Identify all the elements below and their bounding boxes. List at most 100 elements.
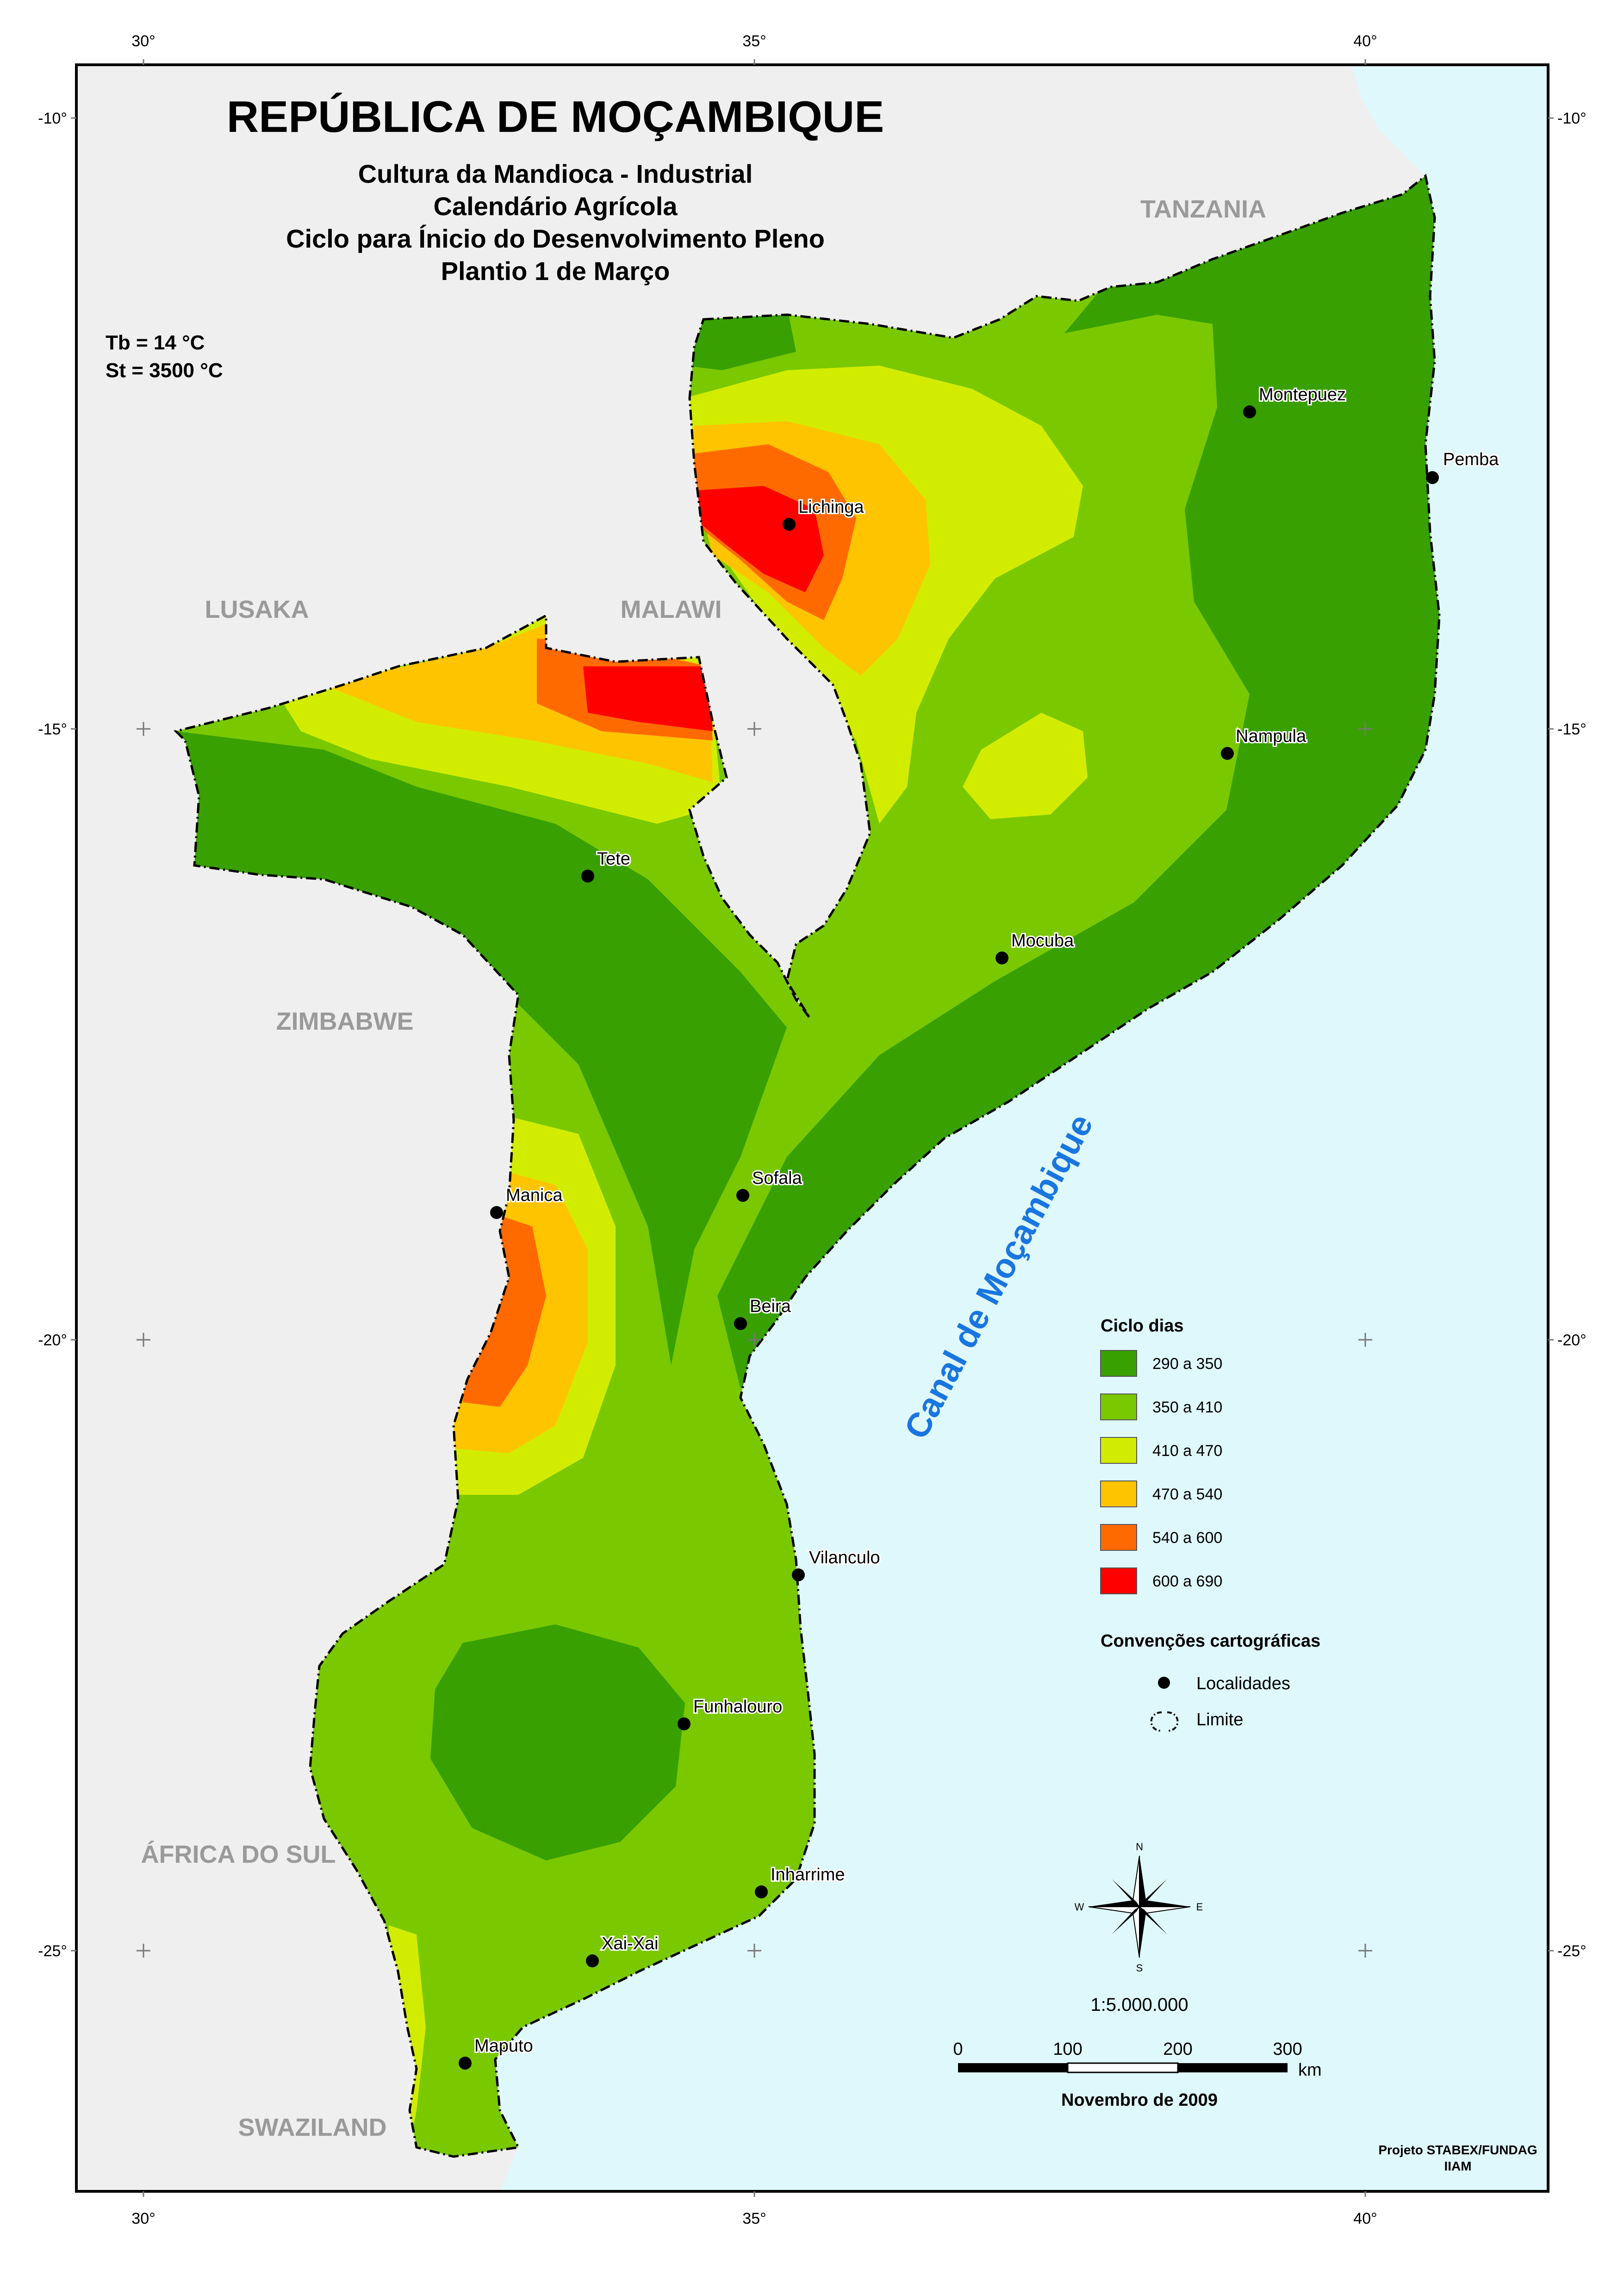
svg-text:W: W	[1075, 1901, 1084, 1913]
legend-label: 350 a 410	[1152, 1399, 1222, 1416]
svg-text:E: E	[1196, 1901, 1203, 1913]
scale-tick-label: 300	[1273, 2040, 1302, 2059]
place-sofala: Sofala	[736, 1167, 804, 1202]
svg-text:Nampula: Nampula	[1236, 727, 1307, 746]
place-funhalouro: Funhalouro	[678, 1696, 784, 1730]
sea	[495, 65, 1548, 2191]
place-mocuba: Mocuba	[996, 930, 1076, 964]
zone-600-690-tete	[583, 666, 713, 731]
map-frame	[75, 63, 1549, 2193]
svg-text:Inharrime: Inharrime	[771, 1865, 845, 1885]
scale-segment	[1067, 2062, 1179, 2073]
legend-label: 600 a 690	[1152, 1573, 1222, 1590]
lat-tick-left: -15°	[38, 721, 67, 738]
lat-tick-left: -25°	[38, 1942, 67, 1960]
scale-ratio: 1:5.000.000	[1090, 1995, 1188, 2015]
place-xai-xai: Xai-Xai	[586, 1933, 660, 1967]
legend-label: 410 a 470	[1152, 1442, 1222, 1460]
lon-tick-bottom: 30°	[131, 2210, 155, 2227]
legend-swatch	[1100, 1567, 1137, 1594]
map-title: REPÚBLICA DE MOÇAMBIQUE	[227, 92, 884, 142]
svg-text:S: S	[1136, 1962, 1143, 1974]
subtitle-line: Calendário Agrícola	[434, 192, 678, 221]
lat-tick-left: -10°	[38, 110, 67, 127]
svg-text:Xai-Xai: Xai-Xai	[602, 1934, 659, 1953]
legend-label: 540 a 600	[1152, 1529, 1222, 1547]
places: Montepuez Pemba Lichinga Nampula Tete Mo…	[459, 384, 1500, 2070]
tick-labels: 30° 35° 40° 30° 35° 40° -10° -15° -20° -…	[38, 32, 1587, 2227]
locality-symbol	[1158, 1677, 1170, 1689]
svg-text:N: N	[1136, 1841, 1143, 1853]
lat-tick-right: -20°	[1557, 1331, 1587, 1349]
lon-tick-bottom: 40°	[1353, 2210, 1377, 2227]
place-manica: Manica	[490, 1184, 564, 1219]
conventions-localidades: Localidades	[1196, 1674, 1290, 1693]
conventions-title: Convenções cartográficas	[1101, 1631, 1320, 1651]
compass-rose: N S W E	[1075, 1841, 1203, 1974]
scale-tick-label: 0	[953, 2040, 963, 2059]
scale-tick-label: 200	[1163, 2040, 1192, 2059]
legend-label: 290 a 350	[1152, 1355, 1222, 1373]
svg-text:Pemba: Pemba	[1443, 450, 1499, 469]
legend-title: Ciclo dias	[1101, 1316, 1184, 1336]
lat-tick-right: -25°	[1557, 1942, 1587, 1960]
legend-swatch	[1100, 1393, 1137, 1420]
country-label: TANZANIA	[1140, 195, 1266, 223]
zone-600-690-lichinga	[694, 486, 824, 592]
place-tete: Tete	[581, 848, 632, 883]
conventions-limite: Limite	[1196, 1710, 1243, 1729]
lat-tick-right: -10°	[1557, 110, 1587, 127]
svg-text:Vilanculo: Vilanculo	[809, 1548, 880, 1567]
lon-tick-bottom: 35°	[742, 2210, 766, 2227]
lon-tick-top: 35°	[742, 32, 766, 50]
country-label: SWAZILAND	[238, 2114, 387, 2141]
svg-text:Funhalouro: Funhalouro	[693, 1697, 782, 1717]
svg-text:Sofala: Sofala	[752, 1169, 803, 1188]
scale-segment	[958, 2063, 1068, 2072]
zone-410-470-blob	[963, 713, 1088, 819]
place-lichinga: Lichinga	[783, 496, 865, 531]
lat-tick-left: -20°	[38, 1331, 67, 1349]
zone-290-350-south	[430, 1624, 685, 1860]
legend-label: 470 a 540	[1152, 1486, 1222, 1503]
subtitle: Cultura da Mandioca - Industrial Calendá…	[286, 159, 825, 286]
parameters: Tb = 14 °C St = 3500 °C	[106, 331, 223, 382]
svg-text:Maputo: Maputo	[474, 2036, 533, 2056]
country-label: ÁFRICA DO SUL	[141, 1841, 336, 1868]
place-maputo: Maputo	[459, 2035, 535, 2070]
place-vilanculo: Vilanculo	[792, 1547, 882, 1581]
country-label: MALAWI	[621, 596, 722, 623]
subtitle-line: Plantio 1 de Março	[441, 256, 670, 286]
graticule	[71, 59, 1554, 2197]
scale-unit: km	[1298, 2060, 1322, 2080]
legend-swatch	[1100, 1524, 1137, 1551]
scale: 1:5.000.000 0 100 200 300 km Novembro de…	[953, 1995, 1321, 2110]
zone-290-350-north	[685, 305, 796, 370]
place-pemba: Pemba	[1426, 448, 1500, 484]
svg-text:Lichinga: Lichinga	[798, 498, 864, 517]
lon-tick-top: 40°	[1353, 32, 1377, 50]
place-montepuez: Montepuez	[1243, 384, 1347, 418]
param-tb: Tb = 14 °C	[106, 331, 205, 354]
svg-text:Mocuba: Mocuba	[1011, 931, 1074, 951]
lat-tick-right: -15°	[1557, 721, 1587, 738]
place-nampula: Nampula	[1221, 725, 1308, 760]
param-st: St = 3500 °C	[106, 359, 223, 382]
limit-symbol	[1150, 1711, 1179, 1732]
scale-segment	[1178, 2063, 1288, 2072]
country-label: ZIMBABWE	[276, 1008, 414, 1035]
country-label: LUSAKA	[205, 596, 309, 623]
credits: Projeto STABEX/FUNDAG IIAM	[1378, 2143, 1537, 2173]
place-beira: Beira	[734, 1295, 793, 1330]
legend-swatch	[1100, 1350, 1137, 1377]
scale-tick-label: 100	[1053, 2040, 1082, 2059]
svg-text:Montepuez: Montepuez	[1259, 385, 1346, 404]
map-date: Novembro de 2009	[1061, 2090, 1218, 2110]
credit-line: IIAM	[1444, 2159, 1471, 2173]
lon-tick-top: 30°	[131, 32, 155, 50]
svg-text:Beira: Beira	[750, 1297, 791, 1316]
credit-line: Projeto STABEX/FUNDAG	[1378, 2143, 1537, 2157]
legend-swatch	[1100, 1437, 1137, 1464]
place-inharrime: Inharrime	[755, 1864, 846, 1898]
